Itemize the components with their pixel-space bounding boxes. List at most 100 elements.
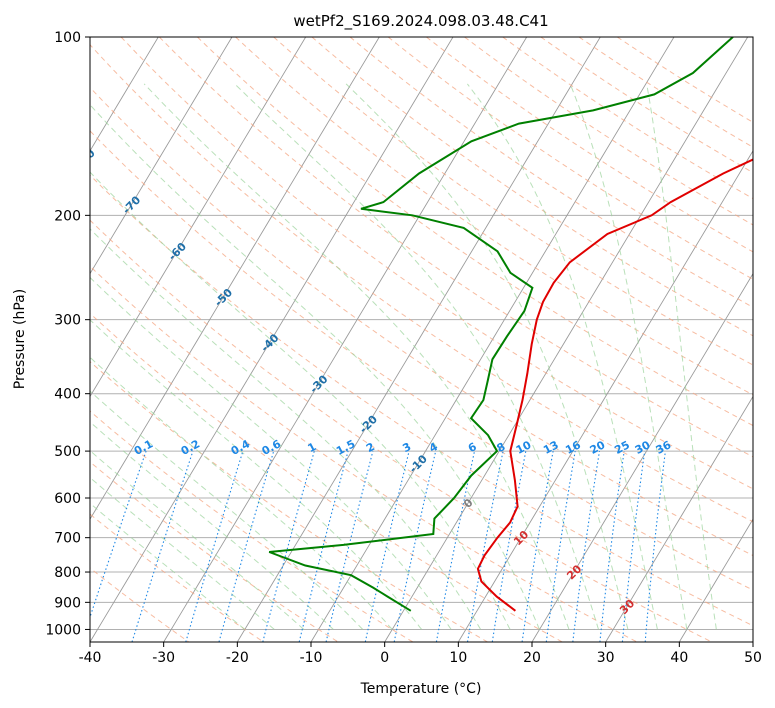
- isotherm-label: -70: [120, 193, 143, 216]
- dewpoint-line: [268, 37, 734, 612]
- mixing-ratio-label: 4: [427, 440, 440, 455]
- y-tick-label: 600: [54, 491, 81, 507]
- dry-adiabat-line: [90, 312, 563, 642]
- moist-adiabat-line: [90, 104, 540, 630]
- isotherm-label: -60: [166, 240, 189, 263]
- isotherm-line: [163, 37, 528, 642]
- y-tick-label: 200: [54, 208, 81, 224]
- moist-adiabat-line: [90, 228, 482, 630]
- x-tick-label: 0: [380, 650, 389, 666]
- mixing-ratio-label: 13: [541, 438, 561, 457]
- mixing-ratio-label: 0.4: [229, 437, 253, 458]
- y-tick-label: 300: [54, 313, 81, 329]
- mixing-ratio-line: [644, 451, 666, 642]
- isotherm-label: -100: [0, 63, 2, 92]
- dry-adiabat-line: [90, 130, 753, 591]
- isotherm-label: -80: [75, 146, 98, 169]
- plot-frame: [89, 36, 754, 643]
- mixing-ratio-label: 0.2: [179, 437, 202, 458]
- dry-adiabat-line: [120, 37, 753, 490]
- dry-adiabat-line: [349, 37, 753, 308]
- dry-adiabat-line: [311, 37, 753, 337]
- mixing-ratio-label: 10: [514, 438, 534, 457]
- isotherm-line: [531, 272, 753, 642]
- x-tick-label: 10: [449, 650, 467, 666]
- dry-adiabat-line: [273, 37, 753, 366]
- y-axis-label: Pressure (hPa): [12, 289, 28, 389]
- x-tick-label: 20: [523, 650, 541, 666]
- mixing-ratio-label: 25: [612, 438, 632, 457]
- mixing-ratio-line: [621, 451, 646, 642]
- moist-adiabat-line: [90, 356, 393, 630]
- dry-adiabat-line: [90, 219, 712, 642]
- dry-adiabat-line: [90, 410, 414, 642]
- y-tick-label: 900: [54, 595, 81, 611]
- mixing-ratio-label: 0.1: [132, 437, 155, 458]
- moist-adiabat-line: [143, 83, 570, 630]
- mixing-ratio-line: [131, 450, 194, 642]
- isotherm-label: -20: [357, 412, 380, 435]
- moist-adiabat-line: [234, 83, 599, 630]
- moist-adiabat-line: [646, 83, 717, 630]
- mixing-ratio-label: 0.6: [260, 437, 284, 458]
- isotherm-line: [384, 37, 749, 642]
- x-tick-label: 40: [670, 650, 688, 666]
- y-tick-label: 1000: [45, 622, 81, 638]
- isotherm-line: [457, 149, 753, 642]
- isotherm-line: [236, 37, 601, 642]
- dry-adiabat-line: [235, 37, 753, 396]
- dry-adiabat-line: [387, 37, 753, 280]
- mixing-ratio-line: [364, 450, 410, 642]
- isotherm-line: [90, 37, 454, 642]
- isotherm-line: [678, 518, 753, 642]
- isotherm-label: 20: [564, 562, 584, 582]
- dry-adiabat-line: [90, 567, 190, 642]
- dry-adiabat-line: [540, 37, 753, 174]
- moist-adiabat-line: [90, 421, 334, 630]
- series-layer: [268, 37, 753, 612]
- moist-adiabat-line: [466, 83, 658, 630]
- isotherm-line: [90, 37, 233, 275]
- mixing-ratio-line: [262, 450, 315, 642]
- x-tick-label: 30: [597, 650, 615, 666]
- mixing-ratio-label: 1: [306, 440, 319, 455]
- mixing-ratio-line: [545, 451, 576, 642]
- y-tick-label: 700: [54, 531, 81, 547]
- background-lines: [0, 37, 753, 642]
- x-axis-label: Temperature (°C): [360, 681, 482, 697]
- mixing-ratio-label: 3: [400, 440, 413, 455]
- dry-adiabat-line: [90, 174, 753, 627]
- x-tick-label: -20: [226, 650, 249, 666]
- mixing-ratio-line: [572, 451, 601, 642]
- isotherm-line: [90, 37, 380, 521]
- mixing-ratio-line: [298, 450, 349, 642]
- mixing-ratio-label: 20: [588, 438, 608, 457]
- isotherm-line: [90, 37, 307, 398]
- y-tick-label: 800: [54, 565, 81, 581]
- mixing-ratio-label: 30: [633, 438, 653, 457]
- moist-adiabat-line: [90, 449, 305, 630]
- y-tick-label: 400: [54, 387, 81, 403]
- x-tick-label: -10: [300, 650, 323, 666]
- isotherm-label: -10: [407, 452, 430, 475]
- y-tick-label: 500: [54, 444, 81, 460]
- dry-adiabat-line: [90, 360, 488, 642]
- moist-adiabat-line: [90, 502, 246, 630]
- mixing-ratio-label: 1.5: [334, 437, 357, 458]
- moist-adiabat-line: [345, 83, 629, 630]
- mixing-ratio-line: [393, 450, 437, 642]
- isotherm-label: -90: [31, 97, 54, 120]
- mixing-ratio-label: 36: [654, 438, 674, 457]
- temperature-line: [476, 158, 753, 612]
- isotherm-line: [0, 37, 11, 642]
- dry-adiabat-line: [197, 37, 753, 427]
- mixing-ratio-label: 16: [563, 438, 583, 457]
- x-tick-label: -40: [79, 650, 102, 666]
- isotherm-line: [605, 395, 753, 642]
- line-labels: 0.10.20.40.611.52346810131620253036-100-…: [0, 63, 674, 617]
- x-axis: -40 -30 -20 -10 0 10 20 30 40 50: [79, 642, 762, 666]
- moist-adiabat-line: [569, 83, 688, 630]
- mixing-ratio-line: [521, 451, 554, 642]
- isotherm-label: -30: [307, 372, 330, 395]
